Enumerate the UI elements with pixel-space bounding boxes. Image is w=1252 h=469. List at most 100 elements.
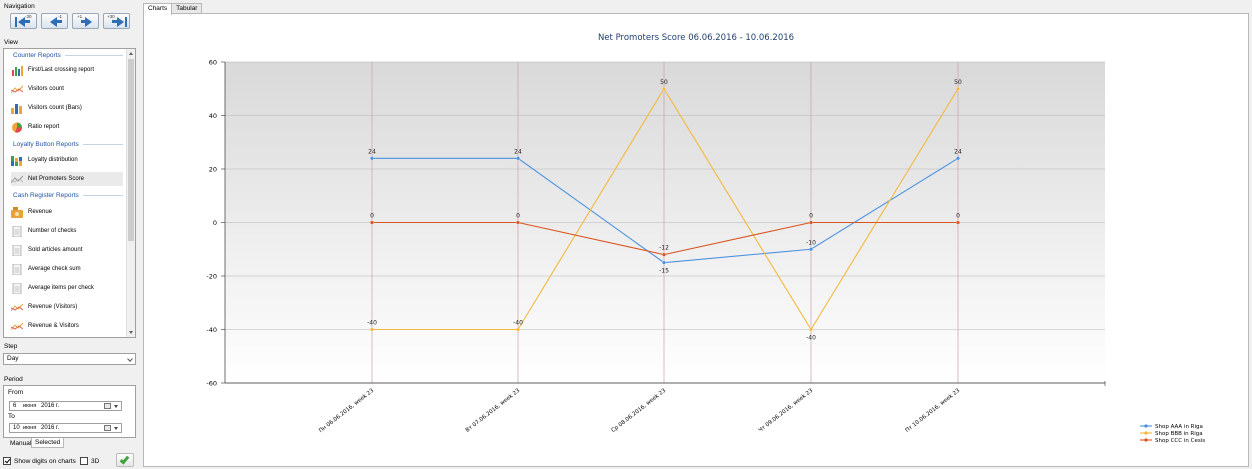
from-year[interactable]: 2016 г. — [41, 403, 60, 409]
item-visitors-count-bars[interactable]: Visitors count (Bars) — [11, 101, 123, 115]
data-label: 0 — [809, 213, 813, 220]
group-title: Loyalty Button Reports — [13, 141, 79, 148]
data-label: -40 — [513, 320, 523, 327]
document-icon — [11, 282, 23, 294]
view-list[interactable]: Counter Reports First/Last crossing repo… — [3, 48, 136, 338]
three-d-checkbox[interactable]: 3D — [80, 457, 99, 465]
item-label: Average items per check — [28, 285, 94, 291]
to-year[interactable]: 2016 г. — [41, 425, 60, 431]
item-net-promoters-score[interactable]: Net Promoters Score — [10, 172, 123, 186]
bar-chart-icon — [11, 103, 23, 114]
nps-chart: Net Promoters Score 06.06.2016 - 10.06.2… — [206, 33, 1205, 444]
item-revenue-visitors[interactable]: Revenue (Visitors) — [10, 300, 123, 314]
document-icon — [11, 263, 23, 275]
group-title: Cash Register Reports — [13, 192, 79, 199]
tab-manual[interactable]: Manual — [10, 440, 32, 447]
forward-1-button[interactable]: +1 — [72, 13, 99, 29]
back-30-button[interactable]: -30 — [10, 13, 37, 29]
data-point — [956, 86, 960, 91]
data-point — [516, 220, 520, 225]
item-average-items-per-check[interactable]: Average items per check — [11, 281, 123, 295]
apply-button[interactable] — [116, 453, 134, 467]
data-label: -10 — [806, 239, 816, 246]
chart-title: Net Promoters Score 06.06.2016 - 10.06.2… — [598, 33, 794, 43]
period-box: From 6 июня 2016 г. To 10 июня 2016 г. — [3, 385, 136, 438]
tick-label-y: 0 — [213, 219, 217, 227]
dropdown-arrow-icon[interactable] — [114, 405, 118, 408]
from-date-picker[interactable]: 6 июня 2016 г. — [9, 401, 122, 411]
step-select[interactable]: Day — [3, 353, 136, 365]
legend-marker — [1144, 438, 1148, 442]
to-month[interactable]: июня — [23, 425, 37, 431]
show-digits-checkbox[interactable]: Show digits on charts — [3, 457, 76, 465]
checkbox-checked-icon[interactable] — [3, 457, 11, 465]
checkbox-icon[interactable] — [80, 457, 88, 465]
data-point — [956, 156, 960, 161]
item-number-of-checks[interactable]: Number of checks — [11, 224, 123, 238]
view-list-scrollbar[interactable] — [126, 49, 135, 337]
group-counter-reports: Counter Reports — [13, 52, 123, 59]
data-point — [516, 327, 520, 332]
checkmark-icon — [119, 454, 130, 465]
main-tabs: Charts Tabular — [143, 3, 203, 15]
left-panel: Navigation -30 -1 +1 +30 View Counter — [0, 0, 140, 469]
item-sold-articles-amount[interactable]: Sold articles amount — [11, 243, 123, 257]
item-first-last-crossing[interactable]: First/Last crossing report — [11, 63, 123, 77]
item-visitors-count[interactable]: Visitors count — [10, 82, 123, 96]
forward-1-sup: +1 — [77, 14, 83, 19]
item-average-check-sum[interactable]: Average check sum — [11, 262, 123, 276]
tick-label-x: Пт 10.06.2016, week 23 — [905, 388, 962, 434]
group-loyalty-button-reports: Loyalty Button Reports — [13, 141, 123, 148]
line-chart-icon — [10, 321, 24, 332]
item-ratio-report[interactable]: Ratio report — [11, 120, 123, 134]
group-title: Counter Reports — [13, 52, 61, 59]
show-digits-label: Show digits on charts — [14, 457, 76, 465]
calendar-icon[interactable] — [104, 403, 111, 409]
back-1-button[interactable]: -1 — [41, 13, 68, 29]
scroll-up-icon[interactable] — [129, 52, 133, 55]
calendar-icon[interactable] — [104, 425, 111, 431]
arrow-right-icon — [117, 17, 124, 27]
data-label: -12 — [659, 245, 669, 252]
tab-charts[interactable]: Charts — [143, 3, 173, 15]
tick-label-y: 60 — [209, 59, 217, 67]
tick-label-y: -60 — [206, 380, 217, 388]
data-label: 50 — [954, 79, 962, 86]
item-label: Visitors count (Bars) — [28, 105, 82, 111]
tick-label-x: Ср 08.06.2016, week 23 — [611, 388, 668, 434]
tick-label-y: 40 — [209, 112, 217, 120]
arrow-stem — [112, 20, 117, 23]
tab-selected[interactable]: Selected — [31, 438, 65, 448]
item-label: Net Promoters Score — [28, 176, 85, 182]
item-loyalty-distribution[interactable]: Loyalty distribution — [11, 153, 123, 167]
scroll-thumb[interactable] — [128, 59, 134, 241]
item-revenue[interactable]: Revenue — [11, 205, 123, 219]
money-icon — [11, 206, 23, 218]
legend-label: Shop BBB in Riga — [1155, 431, 1203, 437]
series — [370, 86, 960, 332]
item-label: Revenue (Visitors) — [28, 304, 78, 310]
to-day[interactable]: 10 — [13, 425, 20, 431]
from-label: From — [8, 389, 24, 396]
dropdown-arrow-icon[interactable] — [114, 427, 118, 430]
scroll-down-icon[interactable] — [129, 331, 133, 334]
data-label: 50 — [660, 79, 668, 86]
item-label: Loyalty distribution — [28, 157, 78, 163]
to-date-picker[interactable]: 10 июня 2016 г. — [9, 423, 122, 433]
line-chart-icon — [10, 302, 24, 313]
chevron-down-icon — [127, 356, 133, 362]
item-label: Sold articles amount — [28, 247, 83, 253]
from-month[interactable]: июня — [23, 403, 37, 409]
from-day[interactable]: 6 — [13, 403, 17, 409]
data-point — [516, 156, 520, 161]
stacked-bar-icon — [11, 155, 23, 166]
data-label: 24 — [954, 148, 962, 155]
forward-30-button[interactable]: +30 — [103, 13, 130, 29]
period-label: Period — [4, 376, 23, 383]
item-revenue-and-visitors[interactable]: Revenue & Visitors — [10, 319, 123, 333]
forward-30-sup: +30 — [107, 14, 115, 19]
item-label: Average check sum — [28, 266, 81, 272]
item-label: First/Last crossing report — [28, 67, 95, 73]
tick-label-y: -20 — [206, 273, 217, 281]
